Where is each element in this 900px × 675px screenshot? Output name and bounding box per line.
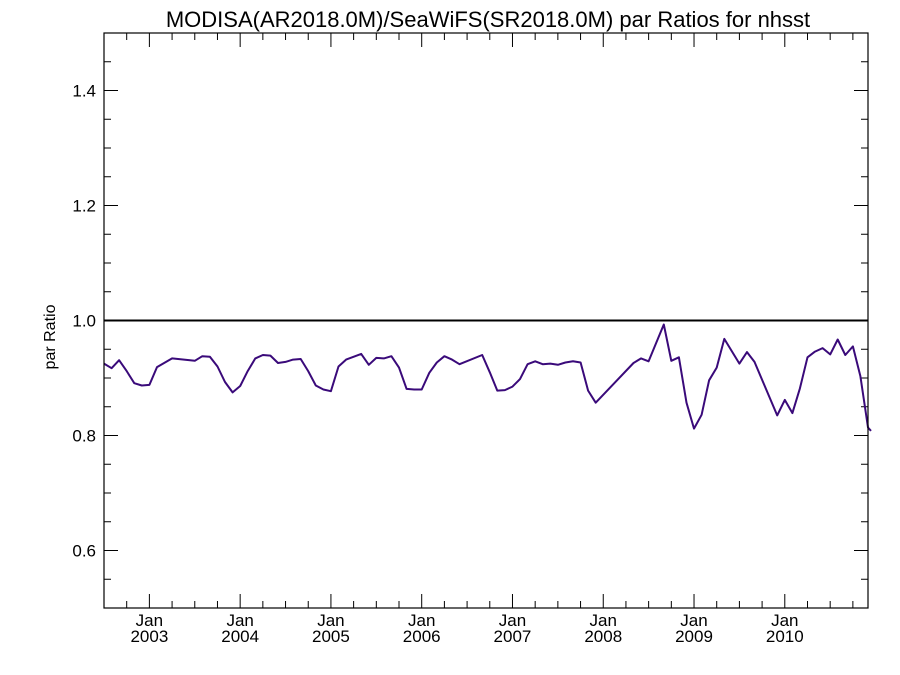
x-tick-month-label: Jan bbox=[226, 611, 253, 630]
x-tick-year-label: 2003 bbox=[130, 627, 168, 646]
x-tick-month-label: Jan bbox=[499, 611, 526, 630]
y-tick-label: 1.0 bbox=[72, 312, 96, 331]
y-tick-label: 0.6 bbox=[72, 542, 96, 561]
y-axis-ticks: 0.6 0.8 1.0 1.2 1.4 bbox=[72, 32, 868, 609]
x-tick-year-label: 2004 bbox=[221, 627, 259, 646]
x-tick-month-label: Jan bbox=[590, 611, 617, 630]
y-tick-label: 1.4 bbox=[72, 82, 96, 101]
x-tick-year-label: 2010 bbox=[766, 627, 804, 646]
x-tick-month-label: Jan bbox=[771, 611, 798, 630]
x-tick-year-label: 2006 bbox=[403, 627, 441, 646]
ratio-series-line bbox=[103, 323, 872, 432]
x-axis-ticks: Jan2003Jan2004Jan2005Jan2006Jan2007Jan20… bbox=[103, 33, 854, 646]
y-tick-label: 1.2 bbox=[72, 197, 96, 216]
x-tick-month-label: Jan bbox=[680, 611, 707, 630]
x-tick-month-label: Jan bbox=[136, 611, 163, 630]
x-tick-year-label: 2009 bbox=[675, 627, 713, 646]
x-tick-year-label: 2005 bbox=[312, 627, 350, 646]
y-axis-label: par Ratio bbox=[42, 304, 59, 369]
plot-frame bbox=[103, 32, 869, 609]
x-tick-month-label: Jan bbox=[408, 611, 435, 630]
y-tick-label: 0.8 bbox=[72, 427, 96, 446]
x-tick-year-label: 2008 bbox=[584, 627, 622, 646]
x-tick-month-label: Jan bbox=[317, 611, 344, 630]
series-layer bbox=[103, 319, 872, 432]
chart-title: MODISA(AR2018.0M)/SeaWiFS(SR2018.0M) par… bbox=[166, 7, 810, 32]
x-tick-year-label: 2007 bbox=[494, 627, 532, 646]
